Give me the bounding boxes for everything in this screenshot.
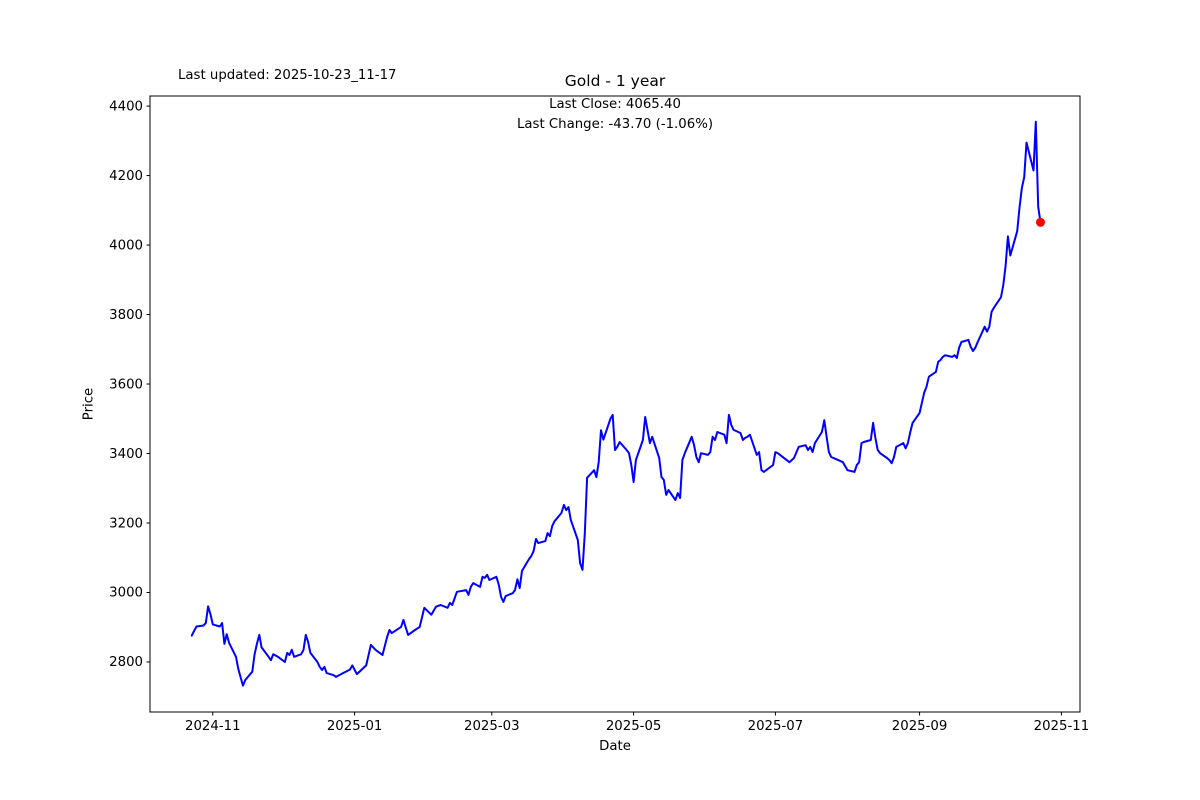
last-change-annotation: Last Change: -43.70 (-1.06%) bbox=[516, 117, 714, 132]
y-tick-label: 3400 bbox=[109, 447, 143, 462]
y-tick-label: 3600 bbox=[109, 377, 143, 392]
y-tick-label: 2800 bbox=[109, 655, 143, 670]
x-axis-label: Date bbox=[599, 739, 631, 754]
chart-title: Gold - 1 year bbox=[564, 72, 666, 90]
x-tick-label: 2025-03 bbox=[464, 719, 520, 734]
x-tick-label: 2025-07 bbox=[748, 719, 804, 734]
y-tick-label: 4200 bbox=[109, 169, 143, 184]
y-tick-label: 4400 bbox=[109, 99, 143, 114]
y-tick-label: 4000 bbox=[109, 238, 143, 253]
last-close-marker bbox=[1035, 217, 1045, 227]
y-tick-label: 3000 bbox=[109, 586, 143, 601]
x-tick-label: 2025-11 bbox=[1034, 719, 1090, 734]
x-tick-label: 2025-09 bbox=[892, 719, 948, 734]
last-updated-text: Last updated: 2025-10-23_11-17 bbox=[178, 68, 397, 83]
x-tick-label: 2025-05 bbox=[606, 719, 662, 734]
y-tick-label: 3800 bbox=[109, 308, 143, 323]
last-close-annotation: Last Close: 4065.40 bbox=[549, 97, 681, 112]
x-tick-label: 2025-01 bbox=[327, 719, 383, 734]
x-tick-label: 2024-11 bbox=[185, 719, 241, 734]
price-line bbox=[190, 120, 1042, 687]
axes-frame bbox=[149, 95, 1081, 713]
y-tick-label: 3200 bbox=[109, 516, 143, 531]
